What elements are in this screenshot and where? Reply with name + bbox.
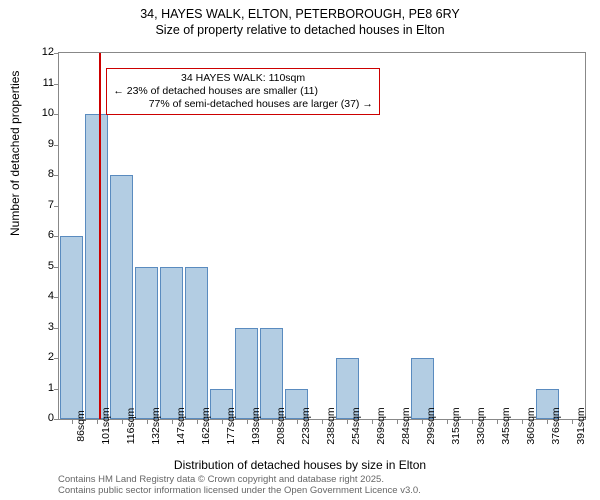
x-tick (272, 419, 273, 424)
footer-attribution: Contains HM Land Registry data © Crown c… (58, 474, 421, 497)
title-line1: 34, HAYES WALK, ELTON, PETERBOROUGH, PE8… (140, 7, 460, 21)
x-tick (397, 419, 398, 424)
y-tick (54, 53, 59, 54)
bar (260, 328, 283, 420)
x-tick (372, 419, 373, 424)
x-tick-label: 177sqm (225, 407, 237, 444)
bar (85, 114, 108, 419)
x-tick-label: 284sqm (400, 407, 412, 444)
chart-container: 34, HAYES WALK, ELTON, PETERBOROUGH, PE8… (0, 0, 600, 500)
bar (110, 175, 133, 419)
y-tick (54, 389, 59, 390)
x-tick-label: 147sqm (175, 407, 187, 444)
x-tick-label: 162sqm (200, 407, 212, 444)
chart-title: 34, HAYES WALK, ELTON, PETERBOROUGH, PE8… (0, 0, 600, 39)
x-tick (447, 419, 448, 424)
x-tick (147, 419, 148, 424)
footer-line2: Contains public sector information licen… (58, 485, 421, 496)
x-tick-label: 345sqm (500, 407, 512, 444)
bar (185, 267, 208, 420)
x-tick (347, 419, 348, 424)
x-tick-label: 238sqm (325, 407, 337, 444)
y-tick (54, 328, 59, 329)
x-tick (547, 419, 548, 424)
x-tick-label: 86sqm (75, 410, 87, 442)
x-tick-label: 315sqm (450, 407, 462, 444)
y-tick (54, 175, 59, 176)
title-line2: Size of property relative to detached ho… (155, 23, 444, 37)
x-tick (472, 419, 473, 424)
y-tick-label: 5 (48, 260, 54, 272)
bar (60, 236, 83, 419)
annotation-line1: 34 HAYES WALK: 110sqm (113, 72, 373, 85)
annotation-line3: 77% of semi-detached houses are larger (… (113, 98, 373, 111)
x-tick-label: 360sqm (525, 407, 537, 444)
reference-line (99, 53, 101, 419)
x-tick-label: 193sqm (250, 407, 262, 444)
x-tick (422, 419, 423, 424)
y-tick (54, 84, 59, 85)
x-tick (122, 419, 123, 424)
x-tick (222, 419, 223, 424)
y-tick-label: 11 (43, 77, 54, 89)
y-tick-label: 12 (42, 46, 54, 58)
x-tick-label: 391sqm (575, 407, 587, 444)
x-tick-label: 269sqm (375, 407, 387, 444)
y-tick-label: 8 (48, 168, 54, 180)
x-axis-label: Distribution of detached houses by size … (0, 458, 600, 472)
x-tick (572, 419, 573, 424)
y-tick (54, 145, 59, 146)
x-tick (247, 419, 248, 424)
bar (160, 267, 183, 420)
x-tick-label: 208sqm (275, 407, 287, 444)
annotation-box: 34 HAYES WALK: 110sqm← 23% of detached h… (106, 68, 380, 115)
x-tick-label: 254sqm (350, 407, 362, 444)
y-tick-label: 9 (48, 138, 54, 150)
y-tick (54, 419, 59, 420)
y-tick-label: 3 (48, 321, 54, 333)
chart-plot-area: 34 HAYES WALK: 110sqm← 23% of detached h… (58, 52, 586, 420)
annotation-line2: ← 23% of detached houses are smaller (11… (113, 85, 373, 98)
y-tick (54, 236, 59, 237)
x-tick (297, 419, 298, 424)
y-tick-label: 6 (48, 229, 54, 241)
x-tick-label: 376sqm (550, 407, 562, 444)
x-tick (322, 419, 323, 424)
y-tick-label: 7 (48, 199, 54, 211)
y-axis-label: Number of detached properties (8, 71, 22, 236)
x-tick-label: 223sqm (300, 407, 312, 444)
y-tick-label: 10 (42, 107, 54, 119)
x-tick-label: 101sqm (100, 407, 112, 444)
y-tick (54, 358, 59, 359)
x-tick-label: 116sqm (125, 408, 137, 445)
x-tick (97, 419, 98, 424)
y-tick (54, 206, 59, 207)
x-tick (72, 419, 73, 424)
x-tick (497, 419, 498, 424)
bar (235, 328, 258, 420)
y-tick (54, 114, 59, 115)
y-tick-label: 2 (48, 351, 54, 363)
x-tick-label: 330sqm (475, 407, 487, 444)
x-tick (197, 419, 198, 424)
x-tick-label: 299sqm (425, 407, 437, 444)
y-tick (54, 297, 59, 298)
y-tick-label: 1 (48, 382, 54, 394)
footer-line1: Contains HM Land Registry data © Crown c… (58, 474, 384, 485)
y-tick-label: 0 (48, 412, 54, 424)
y-tick-label: 4 (48, 290, 54, 302)
x-tick-label: 132sqm (150, 407, 162, 444)
bar (135, 267, 158, 420)
x-tick (522, 419, 523, 424)
x-tick (172, 419, 173, 424)
y-tick (54, 267, 59, 268)
